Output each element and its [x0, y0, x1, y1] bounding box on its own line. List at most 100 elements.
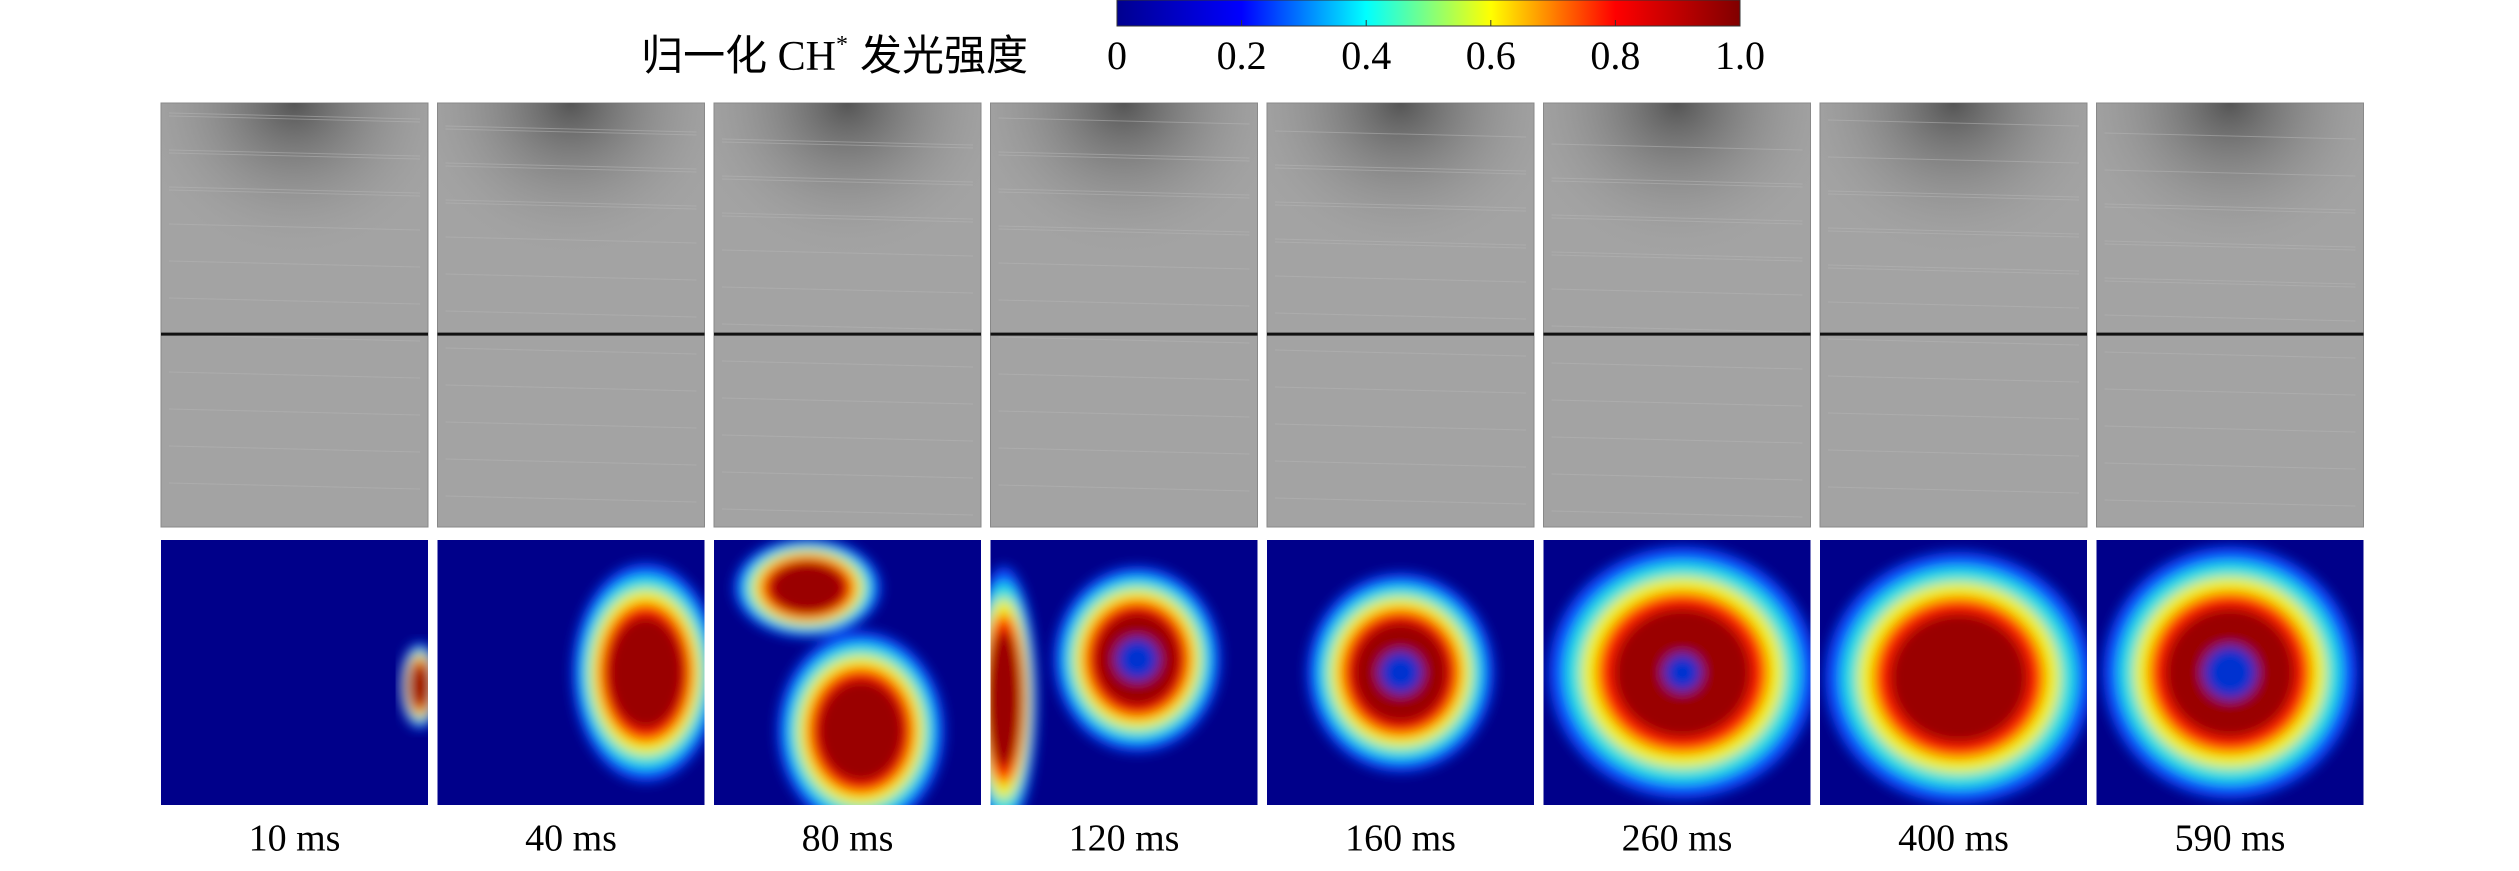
glow-layer [607, 615, 684, 730]
texture [721, 212, 974, 220]
time-label: 120 ms [1069, 818, 1180, 860]
glow [734, 540, 945, 805]
colorbar-tick-label: 0.8 [1590, 33, 1640, 78]
texture [1274, 386, 1527, 394]
texture [2104, 388, 2356, 396]
colorbar-label: 归一化 CH* 发光强度 [641, 32, 1028, 80]
label-sup: * [836, 32, 848, 58]
label-main: 归一化 CH [641, 34, 836, 80]
texture [721, 138, 974, 146]
glow-hole [1379, 651, 1422, 694]
texture [1551, 143, 1803, 151]
texture [1274, 201, 1527, 209]
texture [1551, 177, 1803, 185]
texture [1551, 254, 1803, 262]
texture [1274, 241, 1527, 249]
colorbar-tick-label: 0.6 [1466, 33, 1516, 78]
label-rest: 发光强度 [860, 34, 1028, 80]
colorbar-tick-label: 0.2 [1217, 33, 1267, 78]
texture [1551, 217, 1803, 225]
texture [2104, 203, 2356, 211]
texture [1274, 423, 1527, 431]
texture [1274, 275, 1527, 283]
texture [1274, 349, 1527, 357]
texture [445, 128, 697, 136]
texture [1827, 119, 2080, 127]
texture [998, 299, 1250, 307]
texture [168, 186, 421, 194]
texture [1551, 214, 1803, 222]
texture [168, 152, 421, 160]
texture [445, 495, 697, 503]
texture [998, 188, 1250, 196]
texture [1274, 460, 1527, 468]
texture [1274, 312, 1527, 320]
texture [2104, 277, 2356, 285]
glow-hole [2203, 645, 2257, 700]
texture [998, 228, 1250, 236]
time-label: 160 ms [1345, 818, 1456, 860]
glow [2103, 546, 2357, 799]
texture [998, 151, 1250, 159]
time-label: 80 ms [802, 818, 894, 860]
glow-layer [769, 561, 846, 614]
texture [168, 371, 421, 379]
glow [572, 563, 705, 782]
texture [168, 297, 421, 305]
panels: 10 ms 40 ms 80 ms 120 ms 160 ms 260 ms 400 ms 5… [160, 102, 2364, 860]
texture [445, 202, 697, 210]
chemiluminescence-image [161, 540, 428, 805]
texture [168, 112, 421, 120]
texture [721, 508, 974, 516]
time-label: 400 ms [1898, 818, 2009, 860]
texture [168, 334, 421, 342]
colorbar-tick-label: 1.0 [1715, 33, 1765, 78]
texture [1551, 362, 1803, 370]
texture [445, 165, 697, 173]
texture [998, 373, 1250, 381]
texture [721, 323, 974, 331]
colorbar [1116, 0, 1741, 27]
time-label: 260 ms [1622, 818, 1733, 860]
texture [2104, 351, 2356, 359]
spray-cone [1267, 103, 1534, 358]
texture [1827, 449, 2080, 457]
texture [2104, 499, 2356, 507]
glow [1825, 551, 2087, 804]
texture [998, 336, 1250, 344]
texture [1551, 510, 1803, 518]
texture [445, 162, 697, 170]
glow-layer [1889, 612, 2029, 744]
texture [445, 384, 697, 392]
texture [168, 115, 421, 123]
time-label: 590 ms [2175, 818, 2286, 860]
texture [1551, 325, 1803, 333]
texture [1827, 227, 2080, 235]
texture [1827, 156, 2080, 164]
texture [1551, 180, 1803, 188]
texture [445, 310, 697, 318]
texture [168, 482, 421, 490]
colorbar-tick-label: 0 [1107, 33, 1127, 78]
texture [998, 262, 1250, 270]
texture [1827, 301, 2080, 309]
texture [2104, 314, 2356, 322]
texture [445, 236, 697, 244]
texture [721, 286, 974, 294]
texture [2104, 132, 2356, 140]
texture [1274, 164, 1527, 172]
colorbar-tick-label: 0.4 [1341, 33, 1391, 78]
texture [998, 225, 1250, 233]
spray-cone [1543, 103, 1811, 358]
texture [998, 154, 1250, 162]
texture [2104, 462, 2356, 470]
spray-cone [161, 103, 428, 358]
texture [1551, 251, 1803, 259]
texture [721, 471, 974, 479]
texture [721, 175, 974, 183]
texture [1827, 338, 2080, 346]
texture [2104, 240, 2356, 248]
texture [168, 408, 421, 416]
texture [2104, 169, 2356, 177]
